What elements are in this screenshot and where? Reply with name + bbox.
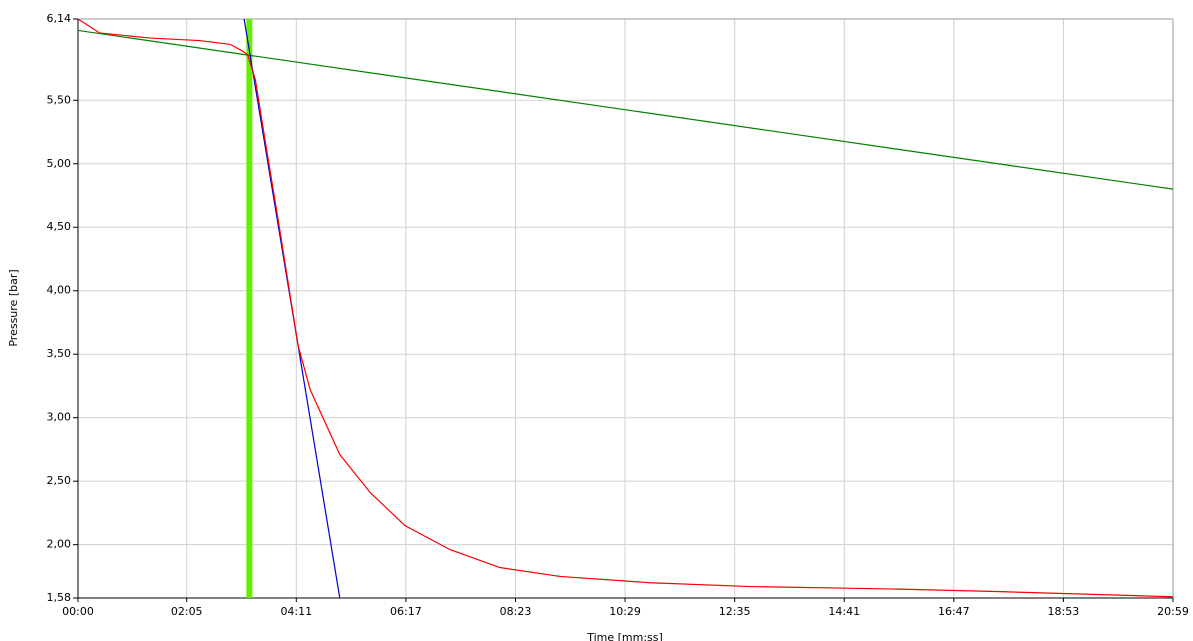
y-tick-label: 2,00	[47, 538, 72, 551]
y-tick-label: 5,50	[47, 93, 72, 106]
x-tick-label: 20:59	[1157, 605, 1189, 618]
series-line	[78, 29, 1173, 190]
y-tick-label: 3,00	[47, 411, 72, 424]
x-tick-label: 06:17	[390, 605, 422, 618]
series-line	[78, 19, 1173, 598]
y-tick-label: 3,50	[47, 347, 72, 360]
y-tick-label: 6,14	[47, 12, 72, 25]
x-tick-label: 08:23	[500, 605, 532, 618]
y-tick-label: 4,50	[47, 220, 72, 233]
y-tick-label: 5,00	[47, 157, 72, 170]
x-axis-label: Time [mm:ss]	[586, 631, 663, 641]
y-tick-label: 1,58	[47, 591, 72, 604]
y-tick-label: 4,00	[47, 284, 72, 297]
x-tick-label: 02:05	[171, 605, 203, 618]
x-tick-label: 12:35	[719, 605, 751, 618]
y-axis-label: Pressure [bar]	[7, 269, 20, 346]
x-tick-label: 18:53	[1048, 605, 1080, 618]
x-tick-label: 04:11	[280, 605, 312, 618]
x-tick-label: 10:29	[609, 605, 641, 618]
y-tick-label: 2,50	[47, 474, 72, 487]
x-tick-label: 14:41	[828, 605, 860, 618]
x-tick-label: 16:47	[938, 605, 970, 618]
plot-area	[78, 19, 1173, 598]
x-tick-label: 00:00	[62, 605, 94, 618]
